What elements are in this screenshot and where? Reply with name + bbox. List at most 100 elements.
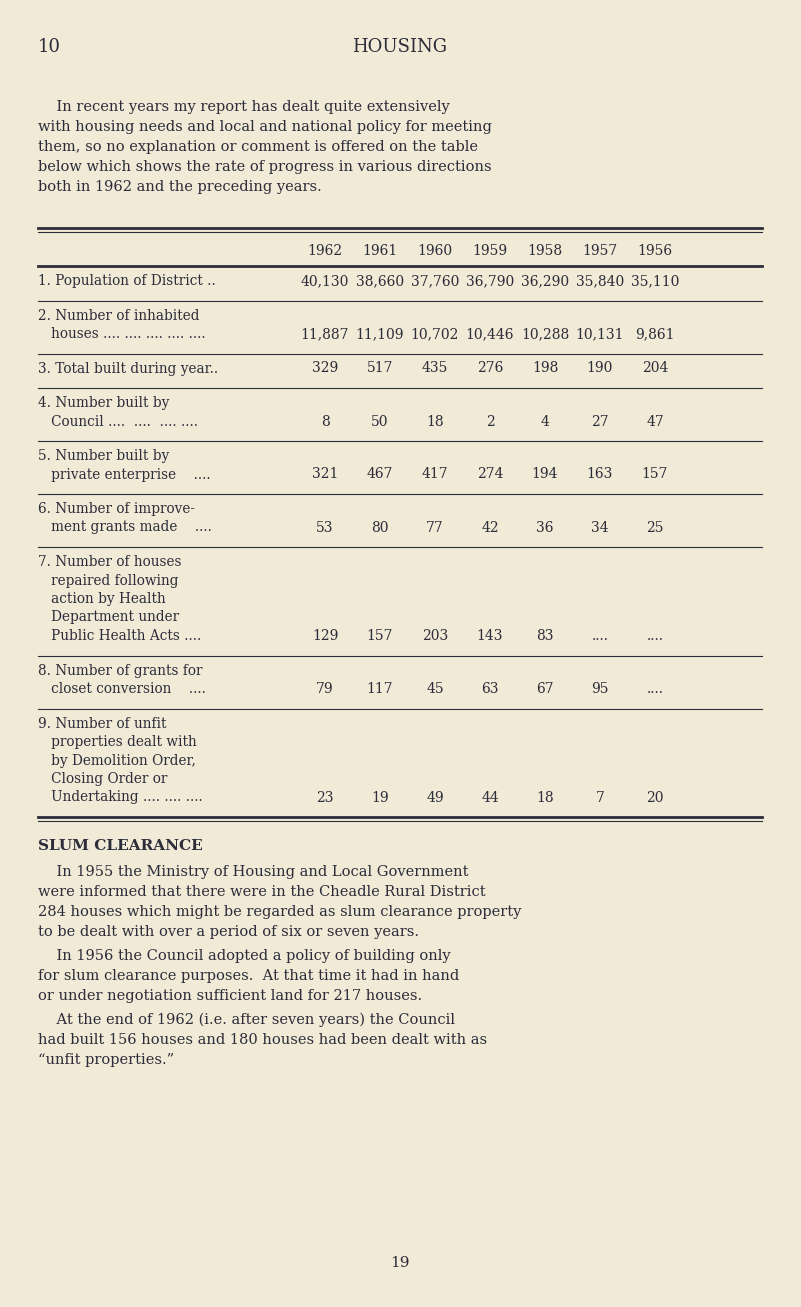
Text: 329: 329	[312, 362, 338, 375]
Text: 9,861: 9,861	[635, 327, 674, 341]
Text: 67: 67	[536, 682, 553, 697]
Text: 157: 157	[642, 468, 668, 481]
Text: Council ....  ....  .... ....: Council .... .... .... ....	[38, 414, 198, 429]
Text: 204: 204	[642, 362, 668, 375]
Text: 83: 83	[536, 629, 553, 643]
Text: 3. Total built during year..: 3. Total built during year..	[38, 362, 218, 375]
Text: 63: 63	[481, 682, 499, 697]
Text: 36,290: 36,290	[521, 274, 569, 288]
Text: In 1955 the Ministry of Housing and Local Government: In 1955 the Ministry of Housing and Loca…	[38, 865, 469, 880]
Text: 7: 7	[596, 791, 605, 805]
Text: 2. Number of inhabited: 2. Number of inhabited	[38, 308, 199, 323]
Text: 8: 8	[320, 414, 329, 429]
Text: for slum clearance purposes.  At that time it had in hand: for slum clearance purposes. At that tim…	[38, 968, 459, 983]
Text: 77: 77	[426, 520, 444, 535]
Text: had built 156 houses and 180 houses had been dealt with as: had built 156 houses and 180 houses had …	[38, 1033, 487, 1047]
Text: closet conversion    ....: closet conversion ....	[38, 682, 206, 697]
Text: 1. Population of District ..: 1. Population of District ..	[38, 274, 215, 288]
Text: “unfit properties.”: “unfit properties.”	[38, 1053, 174, 1067]
Text: 9. Number of unfit: 9. Number of unfit	[38, 716, 167, 731]
Text: 198: 198	[532, 362, 558, 375]
Text: 34: 34	[591, 520, 609, 535]
Text: 417: 417	[421, 468, 449, 481]
Text: 18: 18	[536, 791, 553, 805]
Text: 467: 467	[367, 468, 393, 481]
Text: 7. Number of houses: 7. Number of houses	[38, 555, 182, 569]
Text: 4: 4	[541, 414, 549, 429]
Text: 276: 276	[477, 362, 503, 375]
Text: private enterprise    ....: private enterprise ....	[38, 468, 211, 481]
Text: repaired following: repaired following	[38, 574, 179, 588]
Text: 40,130: 40,130	[301, 274, 349, 288]
Text: 19: 19	[371, 791, 388, 805]
Text: 36,790: 36,790	[466, 274, 514, 288]
Text: 35,840: 35,840	[576, 274, 624, 288]
Text: below which shows the rate of progress in various directions: below which shows the rate of progress i…	[38, 159, 492, 174]
Text: 274: 274	[477, 468, 503, 481]
Text: 157: 157	[367, 629, 393, 643]
Text: or under negotiation sufficient land for 217 houses.: or under negotiation sufficient land for…	[38, 989, 422, 1002]
Text: Undertaking .... .... ....: Undertaking .... .... ....	[38, 791, 203, 805]
Text: HOUSING: HOUSING	[352, 38, 448, 56]
Text: 79: 79	[316, 682, 334, 697]
Text: 38,660: 38,660	[356, 274, 404, 288]
Text: In recent years my report has dealt quite extensively: In recent years my report has dealt quit…	[38, 101, 449, 114]
Text: 203: 203	[422, 629, 448, 643]
Text: 19: 19	[390, 1256, 410, 1270]
Text: 95: 95	[591, 682, 609, 697]
Text: 1957: 1957	[582, 244, 618, 257]
Text: action by Health: action by Health	[38, 592, 166, 606]
Text: 49: 49	[426, 791, 444, 805]
Text: 5. Number built by: 5. Number built by	[38, 450, 169, 463]
Text: 53: 53	[316, 520, 334, 535]
Text: At the end of 1962 (i.e. after seven years) the Council: At the end of 1962 (i.e. after seven yea…	[38, 1013, 455, 1027]
Text: 1962: 1962	[308, 244, 343, 257]
Text: 1958: 1958	[527, 244, 562, 257]
Text: to be dealt with over a period of six or seven years.: to be dealt with over a period of six or…	[38, 925, 419, 938]
Text: ....: ....	[646, 629, 663, 643]
Text: 517: 517	[367, 362, 393, 375]
Text: 10,702: 10,702	[411, 327, 459, 341]
Text: ment grants made    ....: ment grants made ....	[38, 520, 212, 535]
Text: 435: 435	[422, 362, 449, 375]
Text: 42: 42	[481, 520, 499, 535]
Text: 25: 25	[646, 520, 664, 535]
Text: houses .... .... .... .... ....: houses .... .... .... .... ....	[38, 327, 206, 341]
Text: 321: 321	[312, 468, 338, 481]
Text: both in 1962 and the preceding years.: both in 1962 and the preceding years.	[38, 180, 322, 193]
Text: 44: 44	[481, 791, 499, 805]
Text: SLUM CLEARANCE: SLUM CLEARANCE	[38, 839, 203, 853]
Text: by Demolition Order,: by Demolition Order,	[38, 754, 196, 767]
Text: 11,109: 11,109	[356, 327, 405, 341]
Text: Public Health Acts ....: Public Health Acts ....	[38, 629, 201, 643]
Text: 117: 117	[367, 682, 393, 697]
Text: ....: ....	[646, 682, 663, 697]
Text: 129: 129	[312, 629, 338, 643]
Text: 8. Number of grants for: 8. Number of grants for	[38, 664, 203, 677]
Text: 1956: 1956	[638, 244, 673, 257]
Text: 36: 36	[536, 520, 553, 535]
Text: 80: 80	[371, 520, 388, 535]
Text: 4. Number built by: 4. Number built by	[38, 396, 169, 410]
Text: 37,760: 37,760	[411, 274, 459, 288]
Text: 1960: 1960	[417, 244, 453, 257]
Text: 23: 23	[316, 791, 334, 805]
Text: 11,887: 11,887	[300, 327, 349, 341]
Text: Department under: Department under	[38, 610, 179, 625]
Text: 163: 163	[587, 468, 614, 481]
Text: 194: 194	[532, 468, 558, 481]
Text: 143: 143	[477, 629, 503, 643]
Text: 1961: 1961	[362, 244, 397, 257]
Text: properties dealt with: properties dealt with	[38, 735, 197, 749]
Text: 45: 45	[426, 682, 444, 697]
Text: 50: 50	[371, 414, 388, 429]
Text: 10,446: 10,446	[465, 327, 514, 341]
Text: 10,131: 10,131	[576, 327, 624, 341]
Text: 6. Number of improve-: 6. Number of improve-	[38, 502, 195, 516]
Text: Closing Order or: Closing Order or	[38, 772, 167, 786]
Text: 2: 2	[485, 414, 494, 429]
Text: 190: 190	[587, 362, 614, 375]
Text: 47: 47	[646, 414, 664, 429]
Text: 10,288: 10,288	[521, 327, 570, 341]
Text: ....: ....	[591, 629, 609, 643]
